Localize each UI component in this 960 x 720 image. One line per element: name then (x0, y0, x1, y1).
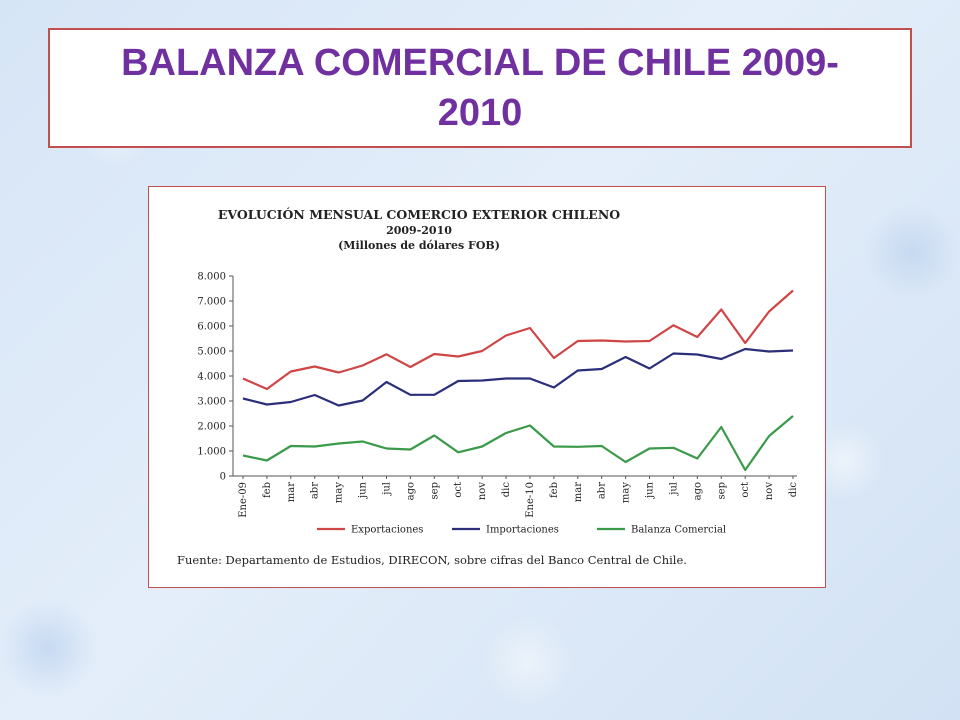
legend-label-2: Balanza Comercial (631, 525, 726, 536)
y-tick-label: 5.000 (197, 347, 226, 358)
slide-title-box: BALANZA COMERCIAL DE CHILE 2009-2010 (48, 28, 912, 148)
x-tick-label: feb (262, 482, 273, 498)
chart-frame: EVOLUCIÓN MENSUAL COMERCIO EXTERIOR CHIL… (148, 186, 826, 588)
x-tick-label: sep (429, 482, 440, 499)
x-tick-label: sep (716, 482, 727, 499)
y-tick-label: 7.000 (197, 297, 226, 308)
line-chart: EVOLUCIÓN MENSUAL COMERCIO EXTERIOR CHIL… (177, 206, 799, 567)
x-tick-label: may (621, 482, 632, 503)
x-tick-label: nov (764, 482, 775, 500)
x-tick-label: ago (405, 482, 416, 500)
x-tick-label: abr (597, 482, 608, 499)
y-tick-label: 2.000 (197, 422, 226, 433)
x-tick-label: oct (453, 482, 464, 498)
y-tick-label: 6.000 (197, 322, 226, 333)
x-tick-label: Ene-10 (525, 482, 536, 518)
y-tick-label: 4.000 (197, 372, 226, 383)
legend-label-1: Importaciones (486, 525, 559, 536)
x-tick-label: mar (573, 482, 584, 502)
series-lines (242, 289, 794, 472)
series-line-0 (242, 289, 794, 391)
source-note: Fuente: Departamento de Estudios, DIRECO… (177, 553, 687, 567)
chart-title: EVOLUCIÓN MENSUAL COMERCIO EXTERIOR CHIL… (218, 206, 620, 222)
x-tick-label: jun (645, 481, 656, 499)
chart-legend: Exportaciones Importaciones Balanza Comerc… (317, 525, 726, 536)
x-tick-label: dic (788, 482, 799, 498)
x-tick-label: dic (501, 482, 512, 498)
x-tick-label: nov (477, 482, 488, 500)
chart-units: (Millones de dólares FOB) (338, 239, 500, 252)
series-line-1 (242, 347, 794, 407)
x-tick-label: feb (549, 482, 560, 498)
x-tick-label: mar (286, 482, 297, 502)
chart-subtitle: 2009-2010 (386, 224, 452, 237)
x-tick-label: may (334, 482, 345, 503)
x-axis-ticks: Ene-09 feb mar abr may jun jul ago sep oct nov dic E… (238, 476, 799, 518)
legend-label-0: Exportaciones (351, 525, 423, 536)
x-tick-label: jun (358, 481, 369, 499)
x-tick-label: abr (310, 482, 321, 499)
series-line-2 (242, 415, 794, 472)
x-tick-label: Ene-09 (238, 482, 249, 518)
x-tick-label: oct (740, 482, 751, 498)
y-tick-label: 3.000 (197, 397, 226, 408)
x-tick-label: jul (668, 482, 679, 496)
y-tick-label: 8.000 (197, 272, 226, 283)
y-tick-label: 0 (220, 472, 226, 483)
x-tick-label: ago (692, 482, 703, 500)
slide-title: BALANZA COMERCIAL DE CHILE 2009-2010 (121, 42, 839, 134)
y-tick-label: 1.000 (197, 447, 226, 458)
y-axis-ticks: 8.000 7.000 6.000 5.000 4.000 3.000 2.000 1.000… (197, 272, 233, 483)
x-tick-label: jul (381, 482, 392, 496)
